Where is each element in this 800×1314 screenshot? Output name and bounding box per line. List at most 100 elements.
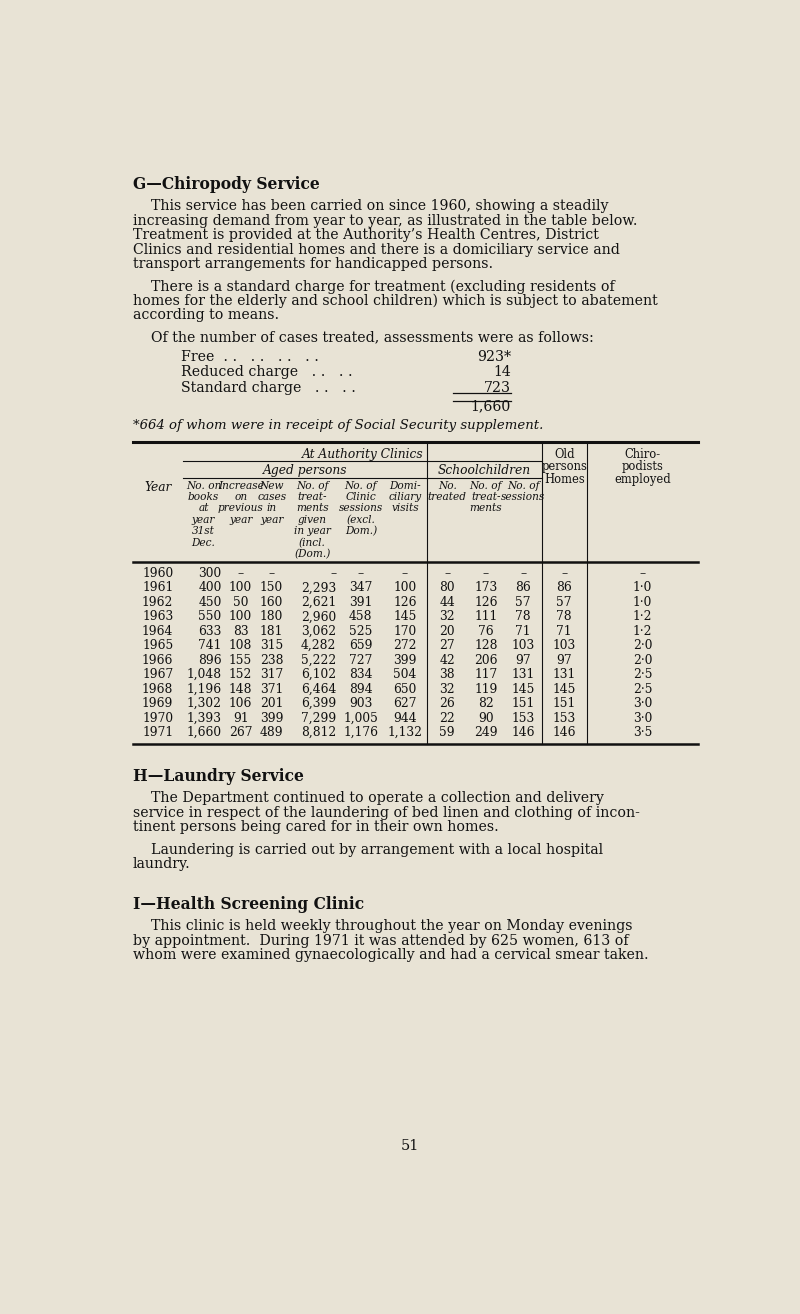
Text: 1971: 1971 xyxy=(142,727,174,738)
Text: 659: 659 xyxy=(349,639,373,652)
Text: 1968: 1968 xyxy=(142,683,174,695)
Text: 86: 86 xyxy=(556,581,572,594)
Text: New: New xyxy=(259,481,284,490)
Text: on: on xyxy=(234,491,247,502)
Text: Aged persons: Aged persons xyxy=(262,464,347,477)
Text: previous: previous xyxy=(218,503,263,514)
Text: at: at xyxy=(198,503,209,514)
Text: 148: 148 xyxy=(229,683,253,695)
Text: –: – xyxy=(358,566,364,579)
Text: 2,293: 2,293 xyxy=(301,581,336,594)
Text: –: – xyxy=(520,566,526,579)
Text: 14: 14 xyxy=(493,365,510,380)
Text: Chiro-: Chiro- xyxy=(625,448,661,460)
Text: 32: 32 xyxy=(439,610,455,623)
Text: 146: 146 xyxy=(553,727,576,738)
Text: Reduced charge   . .   . .: Reduced charge . . . . xyxy=(182,365,353,380)
Text: 108: 108 xyxy=(229,639,252,652)
Text: given: given xyxy=(298,515,327,524)
Text: –: – xyxy=(402,566,408,579)
Text: 153: 153 xyxy=(553,712,576,724)
Text: 57: 57 xyxy=(515,595,531,608)
Text: 20: 20 xyxy=(439,624,455,637)
Text: 103: 103 xyxy=(511,639,534,652)
Text: 391: 391 xyxy=(349,595,373,608)
Text: 504: 504 xyxy=(394,669,417,681)
Text: 894: 894 xyxy=(349,683,373,695)
Text: 90: 90 xyxy=(478,712,494,724)
Text: increasing demand from year to year, as illustrated in the table below.: increasing demand from year to year, as … xyxy=(133,214,637,227)
Text: 489: 489 xyxy=(260,727,283,738)
Text: 32: 32 xyxy=(439,683,455,695)
Text: ments: ments xyxy=(470,503,502,514)
Text: 1·0: 1·0 xyxy=(633,581,652,594)
Text: 741: 741 xyxy=(198,639,222,652)
Text: 22: 22 xyxy=(439,712,455,724)
Text: 2·0: 2·0 xyxy=(633,653,652,666)
Text: 103: 103 xyxy=(553,639,576,652)
Text: 106: 106 xyxy=(229,698,252,710)
Text: 128: 128 xyxy=(474,639,498,652)
Text: 1,196: 1,196 xyxy=(186,683,222,695)
Text: 1,393: 1,393 xyxy=(186,712,222,724)
Text: 315: 315 xyxy=(260,639,283,652)
Text: 903: 903 xyxy=(349,698,373,710)
Text: This service has been carried on since 1960, showing a steadily: This service has been carried on since 1… xyxy=(133,200,608,213)
Text: 238: 238 xyxy=(260,653,283,666)
Text: No. of: No. of xyxy=(507,481,539,490)
Text: Schoolchildren: Schoolchildren xyxy=(438,464,531,477)
Text: 267: 267 xyxy=(229,727,253,738)
Text: in year: in year xyxy=(294,526,330,536)
Text: 1,176: 1,176 xyxy=(343,727,378,738)
Text: 91: 91 xyxy=(233,712,249,724)
Text: 1,660: 1,660 xyxy=(470,399,510,413)
Text: 151: 151 xyxy=(511,698,534,710)
Text: Clinics and residential homes and there is a domiciliary service and: Clinics and residential homes and there … xyxy=(133,243,619,256)
Text: 27: 27 xyxy=(439,639,455,652)
Text: 525: 525 xyxy=(349,624,373,637)
Text: in: in xyxy=(266,503,277,514)
Text: 8,812: 8,812 xyxy=(301,727,336,738)
Text: 347: 347 xyxy=(349,581,373,594)
Text: Treatment is provided at the Authority’s Health Centres, District: Treatment is provided at the Authority’s… xyxy=(133,229,598,242)
Text: The Department continued to operate a collection and delivery: The Department continued to operate a co… xyxy=(133,791,603,805)
Text: 111: 111 xyxy=(474,610,498,623)
Text: 3·0: 3·0 xyxy=(633,698,652,710)
Text: 1969: 1969 xyxy=(142,698,174,710)
Text: 300: 300 xyxy=(198,566,222,579)
Text: 458: 458 xyxy=(349,610,373,623)
Text: visits: visits xyxy=(391,503,418,514)
Text: 5,222: 5,222 xyxy=(301,653,336,666)
Text: 155: 155 xyxy=(229,653,252,666)
Text: 399: 399 xyxy=(260,712,283,724)
Text: 400: 400 xyxy=(198,581,222,594)
Text: 145: 145 xyxy=(511,683,535,695)
Text: –: – xyxy=(444,566,450,579)
Text: 97: 97 xyxy=(557,653,572,666)
Text: 1963: 1963 xyxy=(142,610,174,623)
Text: 83: 83 xyxy=(233,624,249,637)
Text: –: – xyxy=(330,566,336,579)
Text: 31st: 31st xyxy=(192,526,215,536)
Text: 399: 399 xyxy=(394,653,417,666)
Text: 42: 42 xyxy=(439,653,455,666)
Text: Year: Year xyxy=(144,481,171,494)
Text: 1967: 1967 xyxy=(142,669,174,681)
Text: 119: 119 xyxy=(474,683,498,695)
Text: 1·2: 1·2 xyxy=(633,624,652,637)
Text: 923*: 923* xyxy=(477,350,510,364)
Text: according to means.: according to means. xyxy=(133,309,278,322)
Text: 944: 944 xyxy=(393,712,417,724)
Text: 97: 97 xyxy=(515,653,531,666)
Text: –: – xyxy=(238,566,244,579)
Text: Dom.): Dom.) xyxy=(345,526,377,536)
Text: (incl.: (incl. xyxy=(299,537,326,548)
Text: 3,062: 3,062 xyxy=(302,624,336,637)
Text: 723: 723 xyxy=(484,381,510,394)
Text: 550: 550 xyxy=(198,610,222,623)
Text: –: – xyxy=(639,566,646,579)
Text: Free  . .   . .   . .   . .: Free . . . . . . . . xyxy=(182,350,319,364)
Text: 6,464: 6,464 xyxy=(301,683,336,695)
Text: Of the number of cases treated, assessments were as follows:: Of the number of cases treated, assessme… xyxy=(133,330,594,344)
Text: 131: 131 xyxy=(553,669,576,681)
